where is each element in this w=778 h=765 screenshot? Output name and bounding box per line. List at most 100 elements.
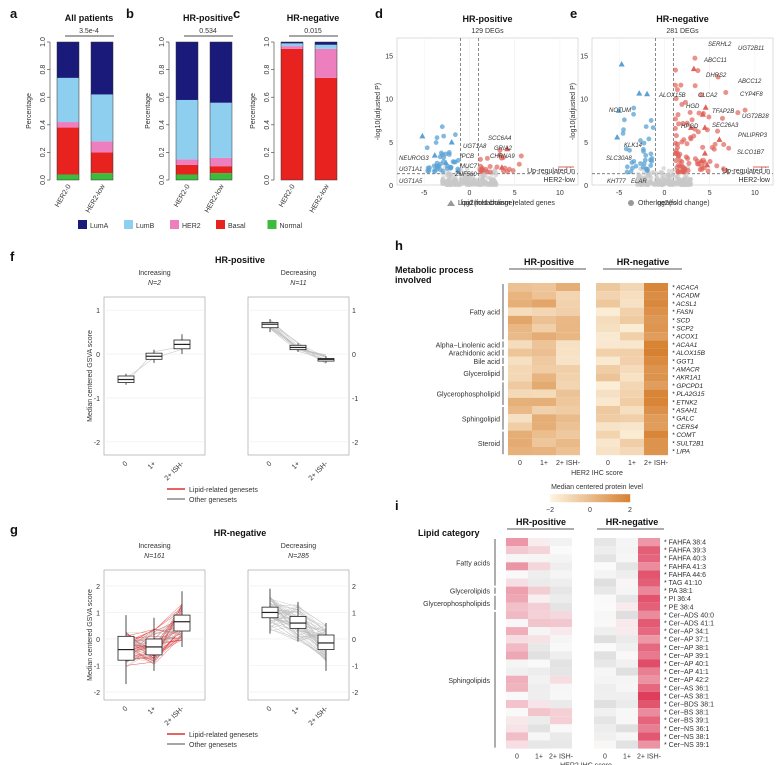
point-down bbox=[641, 161, 647, 167]
point-down bbox=[628, 169, 634, 174]
heatmap-i-cell bbox=[506, 667, 528, 676]
point-up bbox=[674, 164, 680, 170]
colorbar-h-step bbox=[612, 494, 615, 503]
heatmap-h-cell bbox=[556, 283, 580, 292]
point-lipid-gene bbox=[644, 90, 651, 97]
heatmap-h-cell bbox=[620, 430, 644, 439]
heatmap-h-cell bbox=[644, 365, 668, 374]
heatmap-h-cell bbox=[620, 414, 644, 423]
gsva-subtitle: Increasing bbox=[138, 543, 170, 550]
panel-letter-i: i bbox=[395, 498, 399, 513]
colorbar-h-step bbox=[566, 494, 569, 503]
heatmap-h-cell bbox=[508, 307, 532, 316]
heatmap-i-cell bbox=[528, 619, 550, 628]
volcano-degs-e: 281 DEGs bbox=[666, 28, 699, 35]
box bbox=[173, 614, 191, 632]
point-nonsig bbox=[471, 177, 476, 182]
point-up bbox=[675, 168, 681, 174]
y-tick-label: -2 bbox=[352, 440, 358, 447]
bar-segment-normal bbox=[57, 174, 79, 180]
heatmap-i-cell bbox=[616, 562, 638, 571]
point-up bbox=[672, 125, 678, 131]
bar-segment-basal bbox=[210, 166, 232, 174]
gene-label-acsl1: * ACSL1 bbox=[672, 301, 697, 308]
heatmap-h-cell bbox=[620, 381, 644, 390]
point-nonsig bbox=[490, 182, 495, 187]
point-down bbox=[631, 111, 636, 117]
heatmap-h-cell bbox=[556, 430, 580, 439]
x-tick-label: 2+ ISH- bbox=[644, 460, 669, 467]
heatmap-i-cell bbox=[528, 651, 550, 660]
gsva-frame bbox=[247, 296, 350, 456]
heatmap-i-cell bbox=[616, 627, 638, 636]
gsva-title-f: HR-positive bbox=[215, 255, 265, 265]
lipid-label: * Cer−AP 42:2 bbox=[664, 677, 709, 684]
heatmap-i-xlabel: HER2 IHC score bbox=[560, 763, 612, 765]
x-tick-label: 1+ bbox=[147, 705, 158, 716]
point-nonsig bbox=[653, 180, 658, 186]
heatmap-h-cell bbox=[556, 356, 580, 365]
point-nonsig bbox=[661, 174, 666, 180]
gene-label-alox15b: * ALOX15B bbox=[672, 350, 706, 357]
y-tick-label: 5 bbox=[389, 140, 393, 147]
heatmap-i-cell bbox=[528, 724, 550, 733]
point-lipid-gene bbox=[448, 139, 455, 145]
heatmap-h-cell bbox=[620, 422, 644, 431]
colorbar-h-step bbox=[628, 494, 631, 503]
point-up bbox=[506, 166, 512, 172]
heatmap-i-cell bbox=[550, 716, 572, 725]
heatmap-h-cell bbox=[620, 389, 644, 398]
heatmap-i-cell bbox=[638, 724, 660, 733]
y-tick-label: 0.8 bbox=[40, 65, 47, 75]
y-tick-label: 0 bbox=[96, 637, 100, 644]
heatmap-i-cell bbox=[550, 708, 572, 717]
process-label: Sphingolipid bbox=[462, 416, 500, 423]
heatmap-i-cell bbox=[528, 659, 550, 668]
box bbox=[317, 634, 335, 650]
y-axis-label: Percentage bbox=[145, 93, 152, 129]
x-tick-label: 1+ bbox=[291, 705, 302, 716]
heatmap-i-cell bbox=[550, 562, 572, 571]
bar-segment-lumb bbox=[176, 99, 198, 160]
heatmap-i-cell bbox=[594, 724, 616, 733]
gsva-n-label: N=11 bbox=[290, 280, 307, 287]
colorbar-h-step bbox=[558, 494, 561, 503]
gene-label-hpgd: HPGD bbox=[681, 124, 699, 130]
colorbar-h-step bbox=[550, 494, 553, 503]
point-nonsig bbox=[661, 166, 666, 171]
point-up bbox=[714, 163, 720, 169]
heatmap-i-cell bbox=[638, 586, 660, 595]
panel-letter-c: c bbox=[233, 6, 240, 21]
heatmap-i-cell bbox=[506, 732, 528, 741]
heatmap-i-cell bbox=[594, 691, 616, 700]
heatmap-h-cell bbox=[596, 315, 620, 324]
x-tick-label: 1+ bbox=[540, 460, 548, 467]
point-nonsig bbox=[648, 178, 653, 183]
point-lipid-gene bbox=[615, 107, 622, 113]
point-up bbox=[685, 167, 691, 173]
heatmap-h-cell bbox=[508, 315, 532, 324]
y-tick-label: 0 bbox=[352, 637, 356, 644]
bar-outline bbox=[56, 41, 80, 181]
heatmap-h-cell bbox=[508, 332, 532, 341]
heatmap-h-cell bbox=[532, 381, 556, 390]
heatmap-i-cell bbox=[638, 562, 660, 571]
lipid-label: * TAG 41:10 bbox=[664, 580, 702, 587]
heatmap-h-cell bbox=[556, 332, 580, 341]
gene-label-acadm: * ACADM bbox=[672, 293, 700, 300]
box bbox=[117, 635, 135, 661]
point-nonsig bbox=[464, 166, 470, 171]
point-up bbox=[700, 144, 706, 150]
heatmap-h-col-hrpos: HR-positive bbox=[524, 257, 574, 267]
gene-label-ugt2b11: UGT2B11 bbox=[738, 46, 764, 52]
colorbar-h-step bbox=[584, 494, 587, 503]
y-axis-label: Percentage bbox=[26, 93, 33, 129]
point-up bbox=[686, 160, 692, 166]
x-tick-label: 0 bbox=[467, 190, 471, 197]
legend-other-genesets: Other genesets bbox=[189, 742, 237, 749]
x-tick-label: 10 bbox=[751, 190, 759, 197]
heatmap-h-cell bbox=[532, 422, 556, 431]
gene-label-elar: ELAR bbox=[631, 179, 647, 185]
heatmap-i-cell bbox=[638, 683, 660, 692]
bar-outline bbox=[314, 41, 338, 181]
